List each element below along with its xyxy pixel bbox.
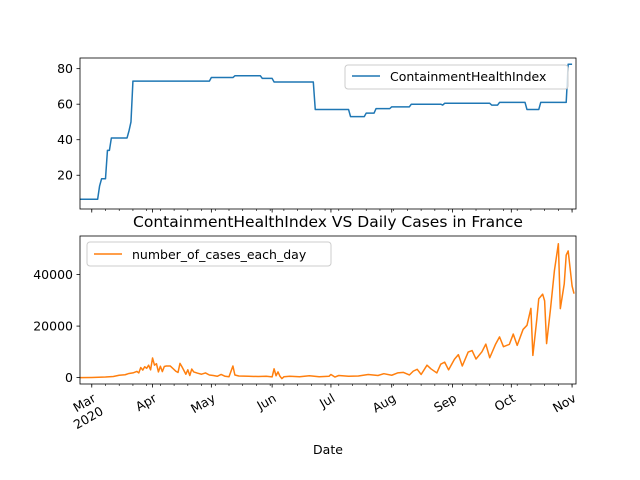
series-line-daily-cases (79, 242, 575, 380)
bottom-legend-label: number_of_cases_each_day (132, 247, 307, 262)
y-tick-label: 60 (57, 97, 73, 112)
y-tick-label: 80 (57, 61, 73, 76)
chart-title: ContainmentHealthIndex VS Daily Cases in… (133, 213, 523, 231)
top-series-layer (80, 63, 573, 200)
x-axis-label: Date (313, 442, 343, 457)
top-plot-frame (79, 57, 577, 210)
series-line-containment-health-index (80, 63, 573, 200)
y-tick-label: 40000 (33, 267, 73, 282)
top-y-axis-ticks: 20 40 60 80 (57, 61, 80, 183)
top-legend-box (344, 64, 569, 90)
top-subplot: 20 40 60 80 ContainmentHealthIndex (57, 57, 577, 213)
y-tick-label: 0 (65, 370, 73, 385)
bottom-legend: number_of_cases_each_day (86, 241, 332, 267)
bottom-legend-box (86, 241, 332, 267)
x-tick-label: Jul (316, 390, 337, 411)
bottom-plot-frame (79, 235, 577, 385)
y-tick-label: 40 (57, 132, 73, 147)
y-tick-label: 20000 (33, 319, 73, 334)
bottom-y-axis-ticks: 0 20000 40000 (33, 267, 80, 385)
x-tick-label-group: Jul (316, 390, 337, 411)
bottom-series-layer (79, 242, 575, 380)
bottom-subplot: ContainmentHealthIndex VS Daily Cases in… (33, 213, 579, 457)
top-legend-label: ContainmentHealthIndex (390, 69, 546, 84)
y-tick-label: 20 (57, 168, 73, 183)
top-legend: ContainmentHealthIndex (344, 64, 569, 90)
